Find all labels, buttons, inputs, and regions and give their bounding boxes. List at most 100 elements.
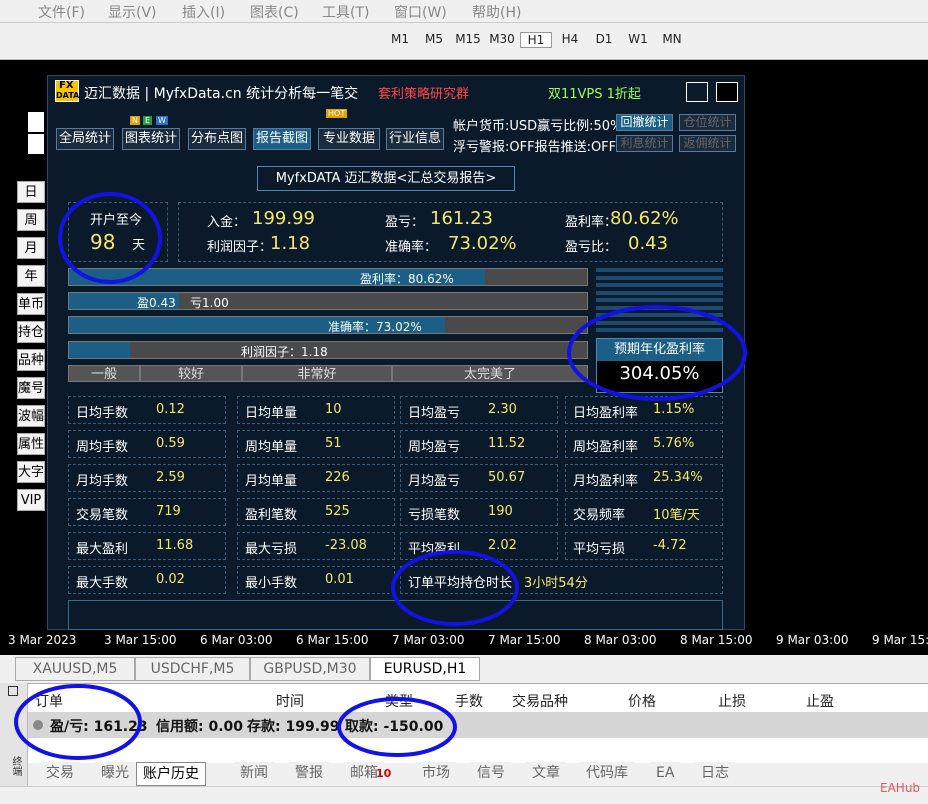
footer-box: [68, 600, 723, 630]
terminal-tab[interactable]: EA: [650, 762, 681, 786]
menu-item[interactable]: 帮助(H): [472, 5, 522, 21]
terminal-tab[interactable]: 账户历史: [136, 762, 206, 786]
side-button[interactable]: 月: [17, 237, 45, 259]
terminal-tab[interactable]: 邮箱: [344, 762, 384, 786]
side-button[interactable]: 持仓: [17, 321, 45, 343]
side-button[interactable]: 魔号: [17, 377, 45, 399]
status-bar: [0, 786, 928, 804]
menu-item[interactable]: 插入(I): [182, 5, 226, 21]
timeframe-button[interactable]: M15: [455, 32, 481, 46]
balance-item: 信用额: 0.00: [156, 719, 244, 735]
symbol-tab[interactable]: USDCHF,M5: [135, 657, 250, 681]
symbol-tab[interactable]: EURUSD,H1: [370, 657, 480, 681]
metric-label: 平均亏损: [573, 542, 626, 557]
column-header[interactable]: 止损: [718, 694, 746, 710]
metric-value: 0.01: [325, 572, 354, 587]
metric-value: -4.72: [653, 538, 687, 553]
info-button[interactable]: 仓位统计: [679, 114, 736, 131]
metric-cell: [237, 464, 395, 492]
column-header[interactable]: 订单: [35, 694, 63, 710]
stat-label: 盈亏：: [385, 215, 425, 230]
minimize-button[interactable]: [716, 82, 738, 102]
open-days: 98: [90, 230, 116, 254]
bar-label: 亏1.00: [190, 296, 229, 310]
column-header[interactable]: 时间: [276, 694, 304, 710]
side-button[interactable]: 属性: [17, 433, 45, 455]
symbol-tab[interactable]: XAUUSD,M5: [15, 657, 135, 681]
side-button[interactable]: 品种: [17, 349, 45, 371]
terminal-tab[interactable]: 市场: [416, 762, 456, 786]
timeframe-button[interactable]: H1: [520, 32, 552, 48]
side-button[interactable]: 单币: [17, 293, 45, 315]
scroll-down[interactable]: [28, 134, 44, 154]
metric-value: 10笔/天: [653, 508, 700, 523]
terminal-tab[interactable]: 日志: [695, 762, 735, 786]
time-label: 8 Mar 15:00: [680, 633, 753, 647]
column-header[interactable]: 交易品种: [512, 694, 568, 710]
level-stripe: [596, 313, 723, 317]
nav-tab[interactable]: 全局统计: [56, 128, 114, 150]
scroll-up[interactable]: [28, 112, 44, 132]
symbol-tab[interactable]: GBPUSD,M30: [250, 657, 370, 681]
side-button[interactable]: 日: [17, 181, 45, 203]
column-header[interactable]: 止盈: [806, 694, 834, 710]
level-stripe: [596, 320, 723, 325]
metric-value: 226: [325, 470, 350, 485]
timeframe-button[interactable]: M5: [425, 32, 443, 46]
nav-tab[interactable]: 专业数据: [318, 128, 380, 150]
side-button[interactable]: 大字: [17, 461, 45, 483]
terminal-tab[interactable]: 曝光: [95, 762, 135, 786]
level-stripe: [596, 305, 723, 310]
menu-item[interactable]: 工具(T): [322, 5, 370, 21]
metric-cell: [237, 532, 395, 560]
menu-item[interactable]: 窗口(W): [394, 5, 447, 21]
group-link[interactable]: 套利策略研究群: [378, 87, 470, 102]
vps-link[interactable]: 双11VPS 1折起: [548, 87, 641, 102]
nav-tab[interactable]: 图表统计: [122, 128, 180, 150]
side-button[interactable]: 周: [17, 209, 45, 231]
side-button[interactable]: VIP: [17, 489, 45, 511]
terminal-tab[interactable]: 信号: [471, 762, 511, 786]
metric-cell: [237, 396, 395, 424]
column-header[interactable]: 类型: [385, 694, 413, 710]
timeframe-button[interactable]: M30: [489, 32, 515, 46]
timeframe-button[interactable]: H4: [561, 32, 579, 46]
metric-cell: [237, 430, 395, 458]
nav-tab[interactable]: 报告截图: [253, 128, 311, 150]
menu-item[interactable]: 文件(F): [38, 5, 85, 21]
info-button[interactable]: 利息统计: [616, 135, 673, 152]
terminal-tab[interactable]: 交易: [40, 762, 80, 786]
metric-cell: [400, 498, 558, 526]
menu-item[interactable]: 显示(V): [108, 5, 157, 21]
terminal-tab[interactable]: 代码库: [580, 762, 634, 786]
info-button[interactable]: 回撤统计: [616, 114, 673, 131]
metric-cell: [565, 430, 723, 458]
column-header[interactable]: 手数: [455, 694, 483, 710]
nav-tab[interactable]: 分布点图: [188, 128, 246, 150]
terminal-tab[interactable]: 警报: [289, 762, 329, 786]
timeframe-button[interactable]: D1: [595, 32, 613, 46]
column-header[interactable]: 价格: [628, 694, 656, 710]
open-label: 开户至今: [90, 213, 143, 228]
metric-cell: [565, 464, 723, 492]
level-stripe: [596, 275, 723, 280]
terminal-tab[interactable]: 新闻: [234, 762, 274, 786]
nav-tab[interactable]: 行业信息: [386, 128, 444, 150]
metric-cell: [400, 464, 558, 492]
terminal-tab[interactable]: 文章: [526, 762, 566, 786]
close-button[interactable]: [8, 686, 18, 696]
metric-value: 51: [325, 436, 342, 451]
timeframe-button[interactable]: W1: [628, 32, 648, 46]
metric-label: 周均手数: [76, 440, 129, 455]
win-loss-bar-track: [68, 292, 588, 310]
timeframe-button[interactable]: M1: [391, 32, 409, 46]
info-button[interactable]: 返佣统计: [679, 135, 736, 152]
side-button[interactable]: 年: [17, 265, 45, 287]
side-button[interactable]: 波幅: [17, 405, 45, 427]
metric-value: 719: [156, 504, 181, 519]
timeframe-button[interactable]: MN: [662, 32, 682, 46]
logo: [55, 80, 79, 102]
edit-button[interactable]: [686, 82, 708, 102]
menu-item[interactable]: 图表(C): [250, 5, 299, 21]
toolbar: [0, 22, 928, 60]
